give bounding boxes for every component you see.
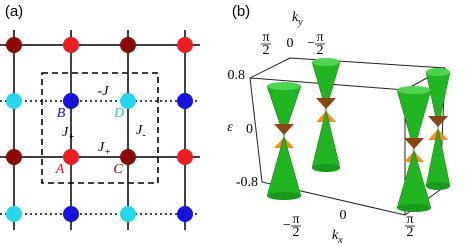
site (6, 206, 22, 222)
site (63, 37, 79, 53)
site (177, 37, 193, 53)
axis-label: ky (292, 10, 303, 28)
cone (426, 68, 450, 76)
tick-label: 0.8 (228, 68, 246, 83)
tick-label: 2 (407, 225, 414, 240)
tick-labels: π2 0− π2− π20 π2 (261, 30, 415, 240)
cone (396, 149, 432, 209)
bond-label: J+ (98, 140, 111, 158)
bond-label: -J (98, 84, 110, 99)
cone (312, 164, 340, 172)
panel-label: (b) (232, 3, 250, 20)
site (177, 93, 193, 109)
site (6, 37, 22, 53)
cone (316, 98, 336, 109)
cone (267, 192, 301, 200)
tick-label: π (262, 30, 269, 45)
site-label: B (57, 106, 66, 121)
site-label: D (113, 106, 124, 121)
cone (404, 138, 424, 149)
site-label: C (113, 162, 123, 177)
site (177, 206, 193, 222)
tick-label: − (307, 36, 315, 51)
cone (426, 182, 450, 190)
tick-label: π (406, 212, 413, 227)
cone (311, 109, 341, 169)
bond-label: J+ (62, 125, 75, 143)
tick-label: -0.8 (236, 175, 258, 190)
cone (397, 204, 431, 212)
lattice (0, 30, 200, 230)
cone (397, 86, 431, 94)
axis-label: kx (332, 228, 343, 246)
tick-label: 2 (293, 225, 300, 240)
cone (266, 135, 302, 197)
tick-label: 0 (287, 36, 294, 51)
cone (428, 116, 448, 127)
cone (425, 127, 451, 187)
cone (312, 58, 340, 66)
site (120, 206, 136, 222)
site (120, 37, 136, 53)
site (63, 93, 79, 109)
site (120, 93, 136, 109)
tick-label: 0 (246, 122, 253, 137)
axis-label: ε (227, 120, 233, 135)
cone (274, 124, 294, 135)
site (6, 93, 22, 109)
tick-label: − (283, 218, 291, 233)
site (6, 149, 22, 165)
tick-label: π (316, 30, 323, 45)
site (177, 149, 193, 165)
tick-label: 2 (263, 43, 270, 58)
cone (267, 82, 301, 90)
site (63, 206, 79, 222)
panel-label: (a) (5, 3, 23, 20)
cones (266, 58, 451, 212)
site-label: A (55, 162, 65, 177)
tick-label: 0 (340, 208, 347, 223)
bond-label: J- (136, 123, 146, 141)
tick-label: 2 (317, 43, 324, 58)
tick-label: π (292, 212, 299, 227)
site (120, 149, 136, 165)
site (63, 149, 79, 165)
unit-cell (41, 72, 159, 184)
